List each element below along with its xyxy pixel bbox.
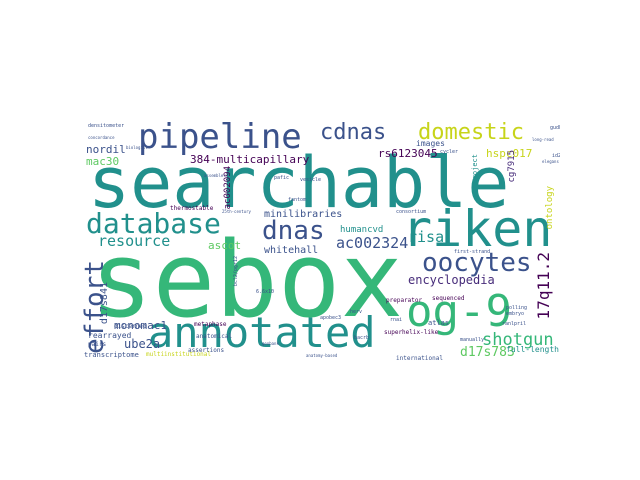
word-humancvd: humancvd bbox=[340, 225, 384, 235]
word-densitometer: densitometer bbox=[88, 123, 125, 129]
word-transcriptome: transcriptome bbox=[84, 351, 139, 359]
word-d17s783: d17s783 bbox=[460, 345, 515, 360]
word-anatomical: anatomical bbox=[196, 333, 233, 340]
word-international: international bbox=[396, 355, 443, 361]
word-ac002324: ac002324 bbox=[336, 234, 409, 252]
word-oocytes: oocytes bbox=[422, 248, 532, 278]
word-mac30: mac30 bbox=[86, 155, 120, 168]
word-sebox: sebox bbox=[90, 219, 404, 341]
word-cycler: cycler bbox=[440, 149, 459, 155]
word-bacrb: bacrb bbox=[354, 335, 370, 341]
word-consortium: consortium bbox=[396, 209, 427, 215]
word-rnai: rnai bbox=[390, 317, 403, 323]
word-cdnas: cdnas bbox=[320, 120, 387, 145]
word-d17s841: d17s841 bbox=[99, 282, 110, 325]
word-pipeline: pipeline bbox=[138, 120, 302, 157]
word-shotgun: shotgun bbox=[482, 330, 554, 350]
word-genbank: genbank bbox=[262, 341, 279, 346]
word-embryo: embryo bbox=[506, 311, 525, 317]
word-domestic: domestic bbox=[418, 120, 524, 145]
word-annotated: annotated bbox=[148, 308, 376, 357]
word-encyclopedia: encyclopedia bbox=[408, 273, 495, 287]
word-assembler: assembler bbox=[204, 173, 226, 178]
word-ube2a: ube2a bbox=[124, 337, 161, 351]
word-gudkap: gudkap bbox=[550, 125, 560, 131]
word-384-multicapillary: 384-multicapillary bbox=[190, 153, 310, 166]
word-cg7915: cg7915 bbox=[507, 150, 517, 183]
word-risa: risa bbox=[408, 228, 445, 246]
word-multiinstitutional: multiinstitutional bbox=[146, 351, 212, 358]
word-og9: og-9 bbox=[406, 286, 512, 337]
word-assertions: assertions bbox=[188, 347, 225, 354]
word-apobec3: apobec3 bbox=[320, 315, 342, 321]
word-discerned: discerned bbox=[114, 323, 147, 330]
word-manually: manually bbox=[460, 337, 485, 343]
word-whitehall: whitehall bbox=[264, 245, 319, 256]
word-pafic: pafic bbox=[274, 175, 290, 181]
word-sequenced: sequenced bbox=[432, 295, 465, 302]
word-25th-century: 25th-century bbox=[222, 209, 251, 214]
word-concordance: concordance bbox=[88, 135, 115, 140]
word-rearrayed: rearrayed bbox=[88, 331, 132, 340]
word-anatomy-based: anatomy-based bbox=[306, 353, 338, 358]
word-6-6x10: 6.6x10 bbox=[256, 289, 275, 295]
word-resource: resource bbox=[98, 232, 171, 250]
word-dnas: dnas bbox=[262, 216, 325, 246]
word-cloud: searchable sebox annotated og-9 riken da… bbox=[80, 120, 560, 360]
word-thermostable: thermostable bbox=[170, 205, 214, 212]
word-searchable: searchable bbox=[88, 142, 510, 224]
word-elegans: elegans bbox=[542, 159, 559, 164]
word-database: database bbox=[86, 207, 221, 240]
word-riken: riken bbox=[402, 200, 553, 258]
word-rs6123045: rs6123045 bbox=[378, 147, 438, 160]
word-full-length: full-length bbox=[506, 345, 559, 354]
word-metaphase: metaphase bbox=[194, 321, 227, 328]
word-fantom: fantom bbox=[288, 197, 307, 203]
word-minilibraries: minilibraries bbox=[264, 209, 343, 220]
word-ascot: ascot bbox=[208, 239, 242, 252]
word-atlas: atlas bbox=[428, 319, 450, 327]
word-polling: polling bbox=[506, 305, 528, 311]
word-preparator: preparator bbox=[386, 297, 423, 304]
word-ranlpril: ranlpril bbox=[502, 321, 527, 327]
word-superhelix-like: superhelix-like bbox=[384, 329, 439, 336]
word-id2: id2 bbox=[552, 153, 560, 159]
word-17q112: 17q11.2 bbox=[534, 252, 553, 320]
word-pairs: pairs bbox=[88, 341, 107, 348]
word-first-strand: first-strand bbox=[454, 249, 491, 255]
word-project: project bbox=[471, 154, 479, 184]
word-ontology: ontology bbox=[545, 186, 555, 230]
word-bcl2-pgr12: bcl2/pgr12 bbox=[233, 256, 239, 287]
word-long-read: long-read bbox=[532, 137, 554, 142]
word-images: images bbox=[416, 139, 445, 148]
word-herv: herv bbox=[350, 309, 363, 315]
word-monomac1: monomac1 bbox=[114, 319, 167, 332]
word-vesicle: vesicle bbox=[300, 177, 322, 183]
word-biologist: biologist bbox=[126, 145, 148, 150]
word-nordil: nordil bbox=[86, 143, 126, 156]
word-hspc017: hspc017 bbox=[486, 147, 533, 160]
